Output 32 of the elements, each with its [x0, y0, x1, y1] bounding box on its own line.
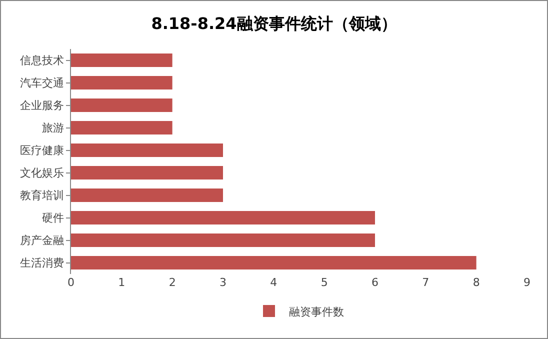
bar	[71, 144, 223, 157]
y-tick-label: 硬件	[42, 212, 64, 225]
x-tick-label: 8	[472, 276, 480, 289]
y-tick-label: 文化娱乐	[20, 166, 64, 180]
y-tick-label: 信息技术	[20, 54, 64, 68]
x-tick-label: 9	[524, 276, 530, 289]
y-tick-label: 企业服务	[20, 99, 64, 112]
bar	[71, 211, 375, 224]
y-tick-label: 房产金融	[20, 234, 64, 248]
bar	[71, 234, 375, 247]
x-tick-label: 3	[220, 276, 226, 289]
y-tick-label: 医疗健康	[20, 144, 64, 158]
bar	[71, 76, 172, 90]
bar	[71, 166, 223, 180]
x-tick-label: 7	[422, 276, 430, 289]
y-tick-label: 旅游	[42, 122, 64, 135]
x-tick-label: 2	[168, 276, 176, 289]
y-tick-label: 教育培训	[20, 189, 64, 202]
bar	[71, 121, 172, 134]
x-tick-label: 4	[270, 276, 278, 289]
x-tick-label: 5	[320, 276, 328, 289]
y-tick-label: 生活消费	[20, 256, 64, 270]
y-tick-label: 汽车交通	[20, 76, 64, 90]
x-tick-label: 1	[118, 276, 126, 289]
legend-label: 融资事件数	[289, 305, 344, 318]
x-tick-label: 6	[372, 276, 378, 289]
bar	[71, 188, 223, 202]
bar	[71, 256, 476, 270]
bar	[71, 98, 172, 112]
x-tick-label: 0	[68, 276, 74, 289]
bar	[71, 54, 172, 67]
chart-title: 8.18-8.24融资事件统计（领域）	[151, 14, 397, 34]
